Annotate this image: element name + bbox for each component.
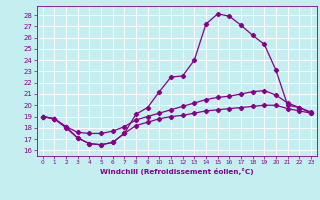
X-axis label: Windchill (Refroidissement éolien,°C): Windchill (Refroidissement éolien,°C) (100, 168, 254, 175)
